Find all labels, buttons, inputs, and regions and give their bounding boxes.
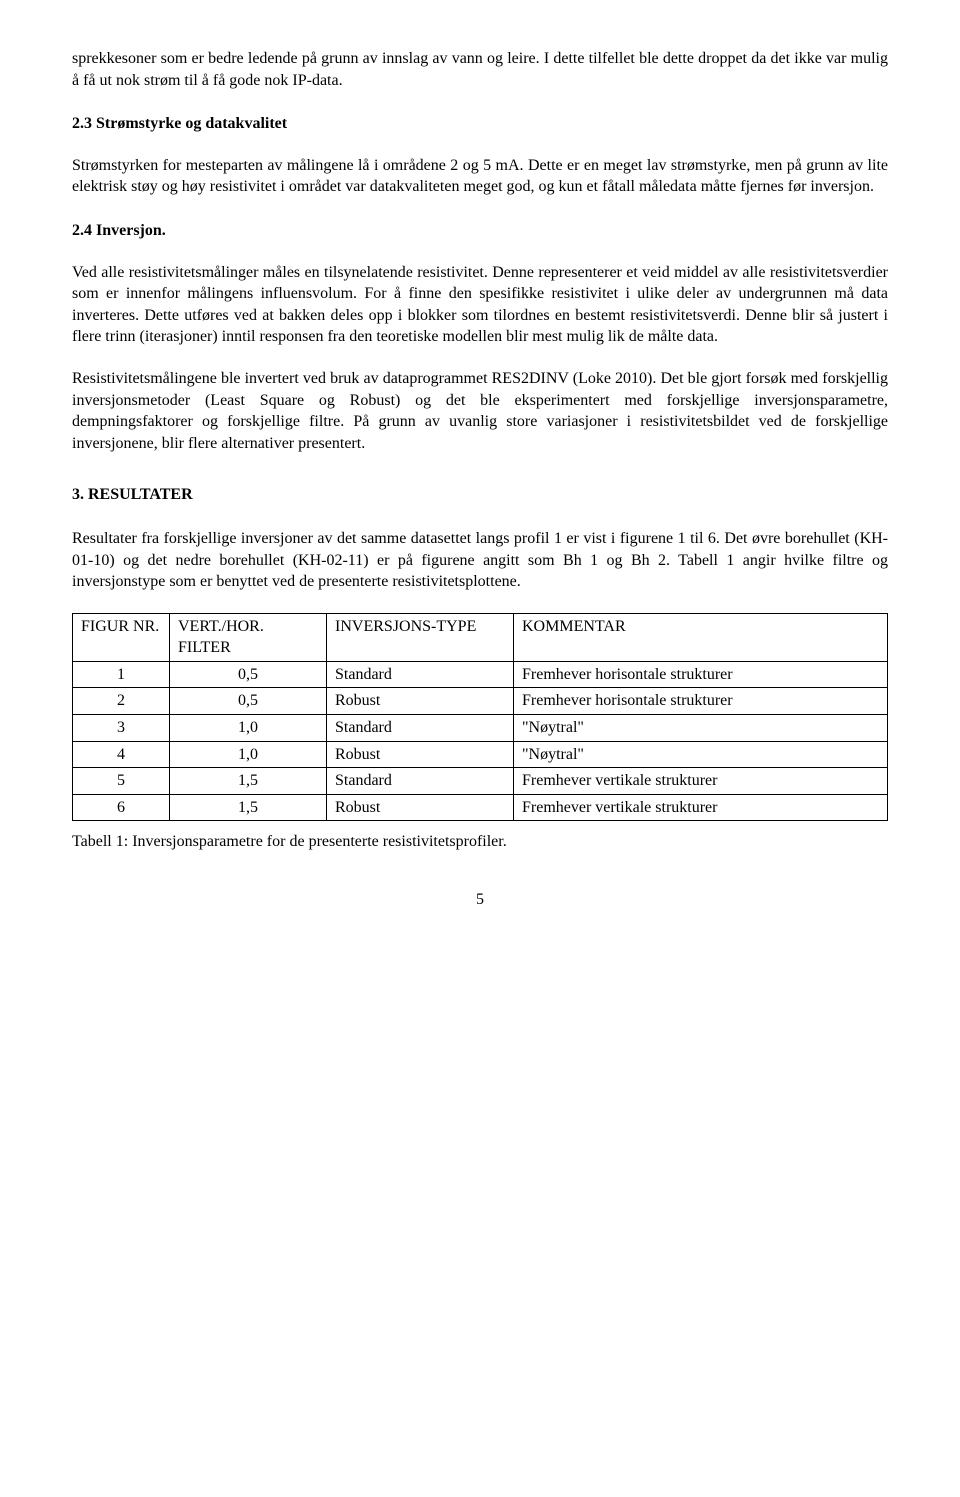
table-row: 5 1,5 Standard Fremhever vertikale struk…: [73, 768, 888, 795]
table-cell: 4: [73, 741, 170, 768]
table-cell: Standard: [327, 661, 514, 688]
table-cell: Standard: [327, 715, 514, 742]
table-cell: 1,0: [170, 741, 327, 768]
table-cell: Robust: [327, 741, 514, 768]
table-row: 2 0,5 Robust Fremhever horisontale struk…: [73, 688, 888, 715]
table-header-cell: KOMMENTAR: [514, 613, 888, 661]
inversion-parameters-table: FIGUR NR. VERT./HOR. FILTER INVERSJONS-T…: [72, 613, 888, 822]
paragraph-intro-continuation: sprekkesoner som er bedre ledende på gru…: [72, 48, 888, 91]
table-cell: Fremhever horisontale strukturer: [514, 661, 888, 688]
table-row: 3 1,0 Standard "Nøytral": [73, 715, 888, 742]
table-cell: Standard: [327, 768, 514, 795]
table-header-row: FIGUR NR. VERT./HOR. FILTER INVERSJONS-T…: [73, 613, 888, 661]
table-cell: "Nøytral": [514, 741, 888, 768]
table-cell: Fremhever vertikale strukturer: [514, 768, 888, 795]
heading-3: 3. RESULTATER: [72, 484, 888, 506]
paragraph-2-4a: Ved alle resistivitetsmålinger måles en …: [72, 262, 888, 348]
table-header-cell: INVERSJONS-TYPE: [327, 613, 514, 661]
table-cell: Fremhever horisontale strukturer: [514, 688, 888, 715]
heading-2-3: 2.3 Strømstyrke og datakvalitet: [72, 113, 888, 135]
paragraph-2-3: Strømstyrken for mesteparten av målingen…: [72, 155, 888, 198]
paragraph-2-4b: Resistivitetsmålingene ble invertert ved…: [72, 368, 888, 454]
table-row: 4 1,0 Robust "Nøytral": [73, 741, 888, 768]
table-cell: Robust: [327, 794, 514, 821]
table-cell: 6: [73, 794, 170, 821]
table-header-cell: VERT./HOR. FILTER: [170, 613, 327, 661]
table-cell: 5: [73, 768, 170, 795]
table-cell: 1,5: [170, 794, 327, 821]
table-cell: 2: [73, 688, 170, 715]
table-row: 6 1,5 Robust Fremhever vertikale struktu…: [73, 794, 888, 821]
table-cell: Fremhever vertikale strukturer: [514, 794, 888, 821]
table-header-cell: FIGUR NR.: [73, 613, 170, 661]
paragraph-3: Resultater fra forskjellige inversjoner …: [72, 528, 888, 593]
table-row: 1 0,5 Standard Fremhever horisontale str…: [73, 661, 888, 688]
page-number: 5: [72, 889, 888, 911]
heading-2-4: 2.4 Inversjon.: [72, 220, 888, 242]
table-caption: Tabell 1: Inversjonsparametre for de pre…: [72, 831, 888, 853]
table-cell: 0,5: [170, 688, 327, 715]
table-cell: 3: [73, 715, 170, 742]
table-cell: 0,5: [170, 661, 327, 688]
table-cell: "Nøytral": [514, 715, 888, 742]
table-cell: Robust: [327, 688, 514, 715]
table-cell: 1,0: [170, 715, 327, 742]
table-cell: 1: [73, 661, 170, 688]
table-cell: 1,5: [170, 768, 327, 795]
